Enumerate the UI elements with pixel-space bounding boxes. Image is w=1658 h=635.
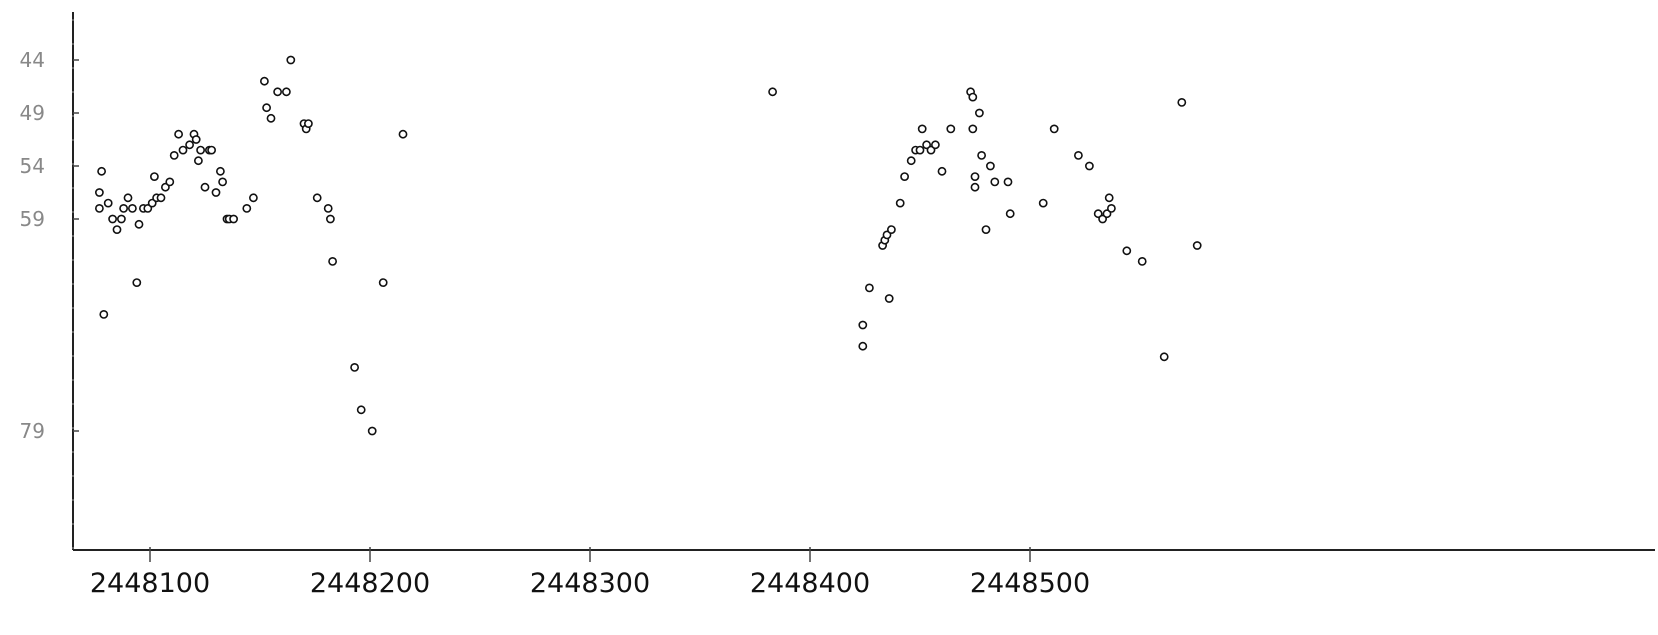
data-point bbox=[858, 341, 868, 351]
data-point bbox=[325, 214, 335, 224]
data-point bbox=[350, 362, 359, 372]
data-point bbox=[900, 172, 909, 181]
y-tick-label: 59 bbox=[20, 207, 45, 231]
x-tick-label: 2448200 bbox=[310, 568, 430, 599]
x-tick-label: 2448300 bbox=[530, 568, 650, 599]
data-point bbox=[1049, 124, 1059, 134]
data-point bbox=[884, 294, 894, 303]
data-point bbox=[865, 283, 874, 293]
data-point bbox=[946, 124, 956, 134]
data-point bbox=[273, 87, 282, 97]
axes bbox=[72, 12, 1655, 551]
y-tick-label: 44 bbox=[20, 48, 45, 72]
data-point bbox=[132, 278, 142, 287]
data-point bbox=[127, 203, 137, 213]
x-axis-ticks: 2448100 2448200 2448300 2448400 2448500 bbox=[90, 547, 1090, 599]
data-point bbox=[312, 193, 322, 203]
data-point bbox=[97, 166, 106, 176]
data-point bbox=[169, 150, 179, 160]
data-point bbox=[185, 140, 194, 150]
x-tick-label: 2448500 bbox=[970, 568, 1090, 599]
data-point bbox=[108, 214, 117, 224]
data-point bbox=[356, 405, 366, 415]
data-point bbox=[1177, 98, 1187, 107]
data-point bbox=[1137, 256, 1147, 266]
x-tick-label: 2448100 bbox=[90, 568, 210, 599]
data-point bbox=[986, 161, 995, 171]
data-point bbox=[378, 278, 388, 287]
data-point bbox=[303, 119, 313, 128]
data-point bbox=[218, 177, 227, 187]
data-point bbox=[895, 198, 905, 208]
data-point bbox=[1074, 150, 1083, 160]
data-point bbox=[975, 108, 984, 118]
data-points bbox=[95, 55, 1202, 436]
data-point bbox=[123, 193, 133, 203]
data-point bbox=[112, 225, 122, 234]
y-tick-label: 49 bbox=[20, 101, 45, 125]
data-point bbox=[200, 182, 210, 192]
data-point bbox=[970, 172, 980, 181]
data-point bbox=[99, 309, 109, 319]
data-point bbox=[178, 145, 188, 155]
data-point bbox=[95, 188, 104, 197]
y-tick-label: 54 bbox=[20, 154, 45, 178]
data-point bbox=[1122, 246, 1132, 256]
data-point bbox=[937, 166, 947, 176]
data-point bbox=[323, 203, 333, 213]
data-point bbox=[1003, 177, 1013, 187]
data-point bbox=[398, 129, 408, 139]
data-point bbox=[858, 320, 868, 330]
data-point bbox=[242, 203, 252, 213]
data-point bbox=[165, 177, 175, 187]
data-point bbox=[207, 145, 216, 155]
data-point bbox=[191, 135, 201, 144]
data-point bbox=[367, 426, 377, 436]
data-point bbox=[1104, 193, 1114, 203]
data-point bbox=[1085, 161, 1094, 171]
y-axis-ticks: 44 49 54 59 79 bbox=[20, 48, 79, 443]
data-point bbox=[915, 145, 925, 155]
data-point bbox=[95, 203, 104, 213]
data-point bbox=[968, 124, 978, 134]
data-point bbox=[968, 92, 978, 102]
data-point bbox=[981, 225, 991, 234]
data-point bbox=[211, 188, 221, 197]
data-point bbox=[1159, 352, 1169, 362]
data-point bbox=[193, 156, 203, 166]
data-point bbox=[229, 214, 238, 224]
data-point bbox=[281, 87, 291, 97]
data-point bbox=[156, 193, 166, 203]
data-point bbox=[149, 172, 159, 181]
data-point bbox=[328, 256, 337, 266]
data-point bbox=[174, 129, 183, 139]
data-point bbox=[215, 166, 225, 176]
data-point bbox=[117, 214, 126, 224]
data-point bbox=[119, 203, 128, 213]
data-point bbox=[887, 225, 896, 234]
data-point bbox=[931, 140, 940, 150]
data-point bbox=[286, 55, 296, 65]
data-point bbox=[970, 182, 980, 192]
data-point bbox=[768, 87, 777, 97]
data-point bbox=[990, 177, 1000, 187]
data-point bbox=[103, 198, 113, 208]
data-point bbox=[977, 150, 986, 160]
data-point bbox=[1005, 209, 1015, 219]
data-point bbox=[262, 103, 271, 113]
data-point bbox=[1107, 203, 1116, 213]
data-point bbox=[917, 124, 927, 134]
data-point bbox=[196, 145, 205, 155]
x-tick-label: 2448400 bbox=[750, 568, 870, 599]
data-point bbox=[906, 156, 916, 166]
data-point bbox=[134, 219, 144, 229]
data-point bbox=[1192, 241, 1202, 250]
data-point bbox=[266, 113, 276, 123]
data-point bbox=[248, 193, 258, 203]
y-tick-label: 79 bbox=[20, 419, 45, 443]
data-point bbox=[1038, 198, 1048, 208]
data-point bbox=[259, 76, 269, 86]
